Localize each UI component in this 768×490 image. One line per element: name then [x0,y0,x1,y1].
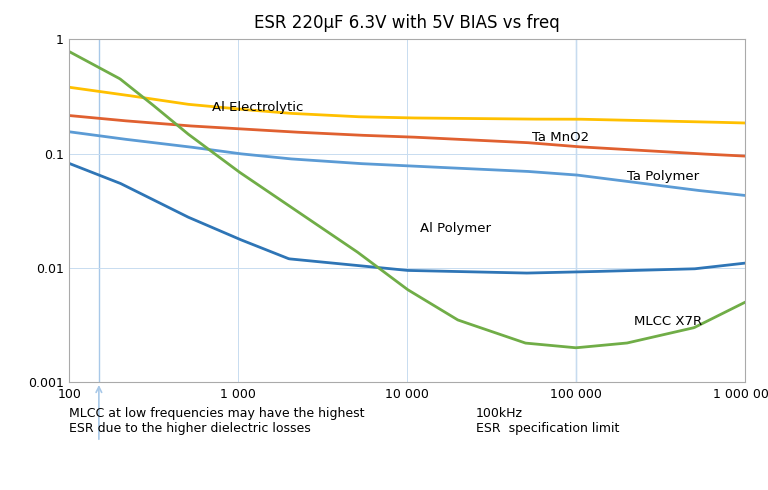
Text: MLCC at low frequencies may have the highest
ESR due to the higher dielectric lo: MLCC at low frequencies may have the hig… [69,407,365,435]
Text: 100kHz
ESR  specification limit: 100kHz ESR specification limit [476,407,620,435]
Text: Al Electrolytic: Al Electrolytic [212,100,303,114]
Text: Ta Polymer: Ta Polymer [627,170,699,183]
Text: MLCC X7R: MLCC X7R [634,315,702,328]
Text: Ta MnO2: Ta MnO2 [532,131,589,145]
Title: ESR 220μF 6.3V with 5V BIAS vs freq: ESR 220μF 6.3V with 5V BIAS vs freq [254,14,560,32]
Text: Al Polymer: Al Polymer [420,222,492,235]
